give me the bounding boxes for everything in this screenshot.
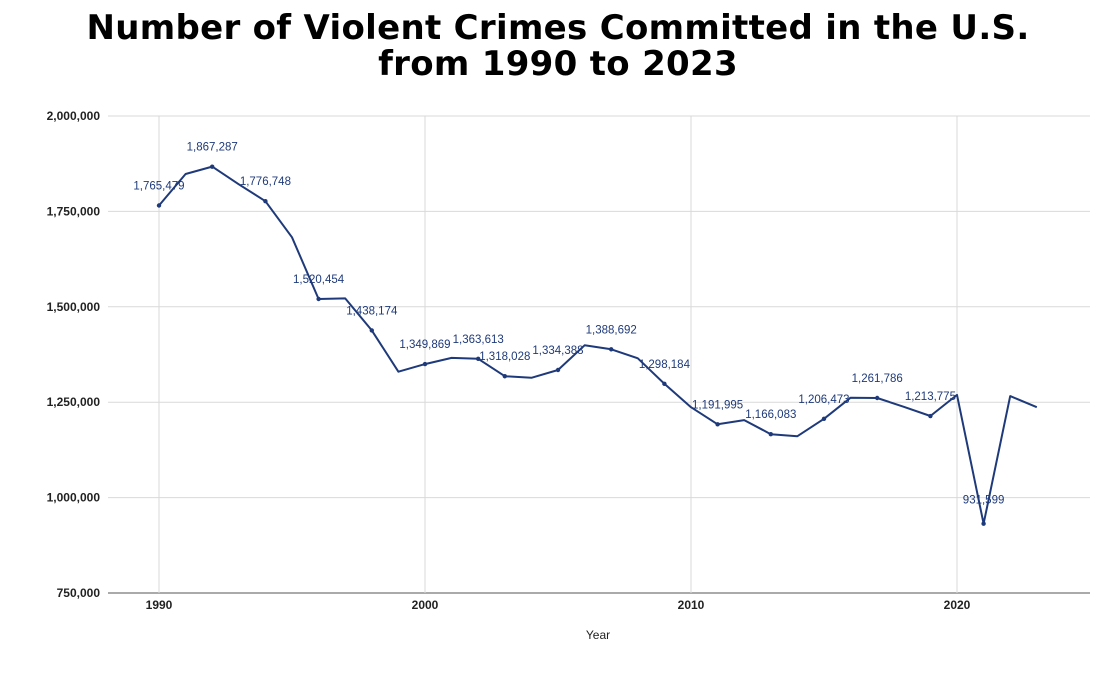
y-tick-label: 1,500,000 <box>47 300 101 314</box>
data-point <box>476 356 481 362</box>
data-point <box>662 381 667 387</box>
y-tick-label: 1,000,000 <box>47 491 101 505</box>
data-label: 1,206,473 <box>798 394 849 406</box>
x-axis-label: Year <box>586 628 610 642</box>
data-point <box>715 422 720 427</box>
data-label: 1,334,388 <box>532 345 583 357</box>
data-label: 1,166,083 <box>745 409 796 421</box>
horizontal-gridlines <box>108 115 1090 594</box>
y-tick-label: 1,250,000 <box>47 395 101 409</box>
data-label: 1,776,748 <box>240 176 291 188</box>
x-tick-label: 2000 <box>412 598 439 612</box>
y-tick-label: 1,750,000 <box>47 204 101 218</box>
y-tick-label: 2,000,000 <box>47 109 101 123</box>
data-point <box>768 432 773 437</box>
data-label: 1,318,028 <box>479 351 530 363</box>
data-point <box>555 367 561 373</box>
data-point <box>875 395 880 401</box>
data-point <box>210 164 215 169</box>
data-point <box>609 347 614 352</box>
data-point <box>502 374 507 379</box>
data-point <box>981 521 986 526</box>
data-label: 1,349,869 <box>399 339 450 351</box>
vertical-gridlines <box>158 116 958 593</box>
data-point <box>928 413 933 419</box>
series-line <box>158 165 1038 525</box>
data-label: 1,363,613 <box>453 334 504 346</box>
data-label: 1,520,454 <box>293 274 345 286</box>
chart-title-line-2: from 1990 to 2023 <box>378 44 738 84</box>
data-point <box>316 296 321 302</box>
data-label: 1,388,692 <box>586 324 637 336</box>
data-label: 931,599 <box>963 495 1005 507</box>
data-label: 1,191,995 <box>692 399 743 411</box>
chart-title: Number of Violent Crimes Committed in th… <box>0 10 1116 82</box>
x-axis-tick-labels: 1990 2000 2010 2020 <box>146 598 971 612</box>
data-label: 1,867,287 <box>187 142 238 154</box>
chart-title-line-1: Number of Violent Crimes Committed in th… <box>86 8 1030 48</box>
data-label: 1,298,184 <box>639 359 691 371</box>
x-tick-label: 2010 <box>678 598 705 612</box>
data-points <box>156 164 986 526</box>
data-point <box>369 328 374 333</box>
x-tick-label: 2020 <box>944 598 971 612</box>
data-point <box>156 203 162 208</box>
x-tick-label: 1990 <box>146 598 173 612</box>
y-axis-tick-labels: 750,000 1,000,000 1,250,000 1,500,000 1,750,… <box>47 109 101 600</box>
data-point <box>821 416 827 422</box>
data-labels: 1,765,479 1,867,287 1,776,748 1,520,454 1,43… <box>133 142 1004 507</box>
data-point <box>422 361 428 367</box>
series-violent-crimes <box>158 165 1038 525</box>
data-point <box>263 198 268 204</box>
data-label: 1,438,174 <box>346 305 398 317</box>
data-label: 1,765,479 <box>133 180 184 192</box>
y-tick-label: 750,000 <box>57 586 101 600</box>
data-label: 1,213,775 <box>905 391 956 403</box>
data-label: 1,261,786 <box>852 373 903 385</box>
